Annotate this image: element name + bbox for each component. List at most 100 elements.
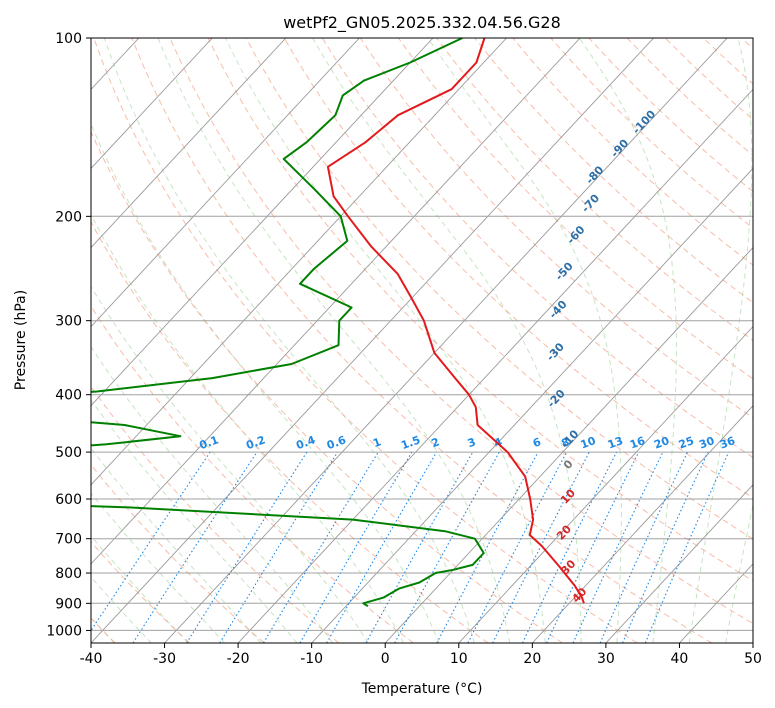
- moist-adiabat-line: [578, 38, 677, 643]
- mixing-ratio-label: 25: [677, 434, 696, 451]
- mixing-ratio-label: 2: [430, 435, 442, 450]
- moist-adiabat-line: [157, 38, 511, 643]
- mixing-ratio-line: [521, 451, 618, 643]
- dry-adiabat-line: [93, 38, 638, 643]
- y-tick-label: 200: [55, 209, 82, 225]
- mixing-ratio-label: 30: [697, 434, 716, 452]
- isotherm-line: [458, 325, 753, 643]
- adiabat-value-label: -100: [630, 107, 659, 136]
- mixing-ratio-line: [186, 451, 308, 643]
- mixing-ratio-label: 8: [560, 435, 572, 450]
- mixing-ratio-line: [263, 451, 379, 643]
- adiabat-value-label: 20: [554, 522, 574, 542]
- mixing-ratio-label: 3: [466, 435, 478, 450]
- mixing-ratio-label: 6: [531, 435, 543, 450]
- adiabat-value-label: -80: [583, 163, 606, 187]
- adiabat-value-label: 30: [558, 557, 578, 577]
- moist-adiabat-line: [103, 38, 475, 643]
- x-tick-label: -20: [227, 651, 250, 667]
- dry-adiabat-line: [474, 38, 753, 304]
- dry-adiabat-line: [169, 38, 753, 625]
- isotherm-line: [237, 88, 753, 643]
- dry-adiabat-line: [131, 38, 713, 643]
- plot-frame: [90, 37, 754, 644]
- isotherm-line: [752, 642, 753, 643]
- isotherm-line: [0, 38, 65, 643]
- moist-adiabat-line: [91, 576, 152, 643]
- isotherm-line: [91, 38, 581, 565]
- mixing-ratio-line: [622, 451, 709, 643]
- y-tick-label: 500: [55, 445, 82, 461]
- mixing-ratio-line: [599, 451, 688, 643]
- mixing-ratio-label: 0.4: [294, 433, 317, 452]
- adiabat-value-label: -10: [558, 427, 581, 451]
- dry-adiabat-line: [321, 38, 753, 459]
- mixing-ratio-label: 36: [718, 434, 737, 452]
- mixing-ratio-label: 13: [606, 434, 625, 451]
- temperature-profile-line: [326, 38, 585, 604]
- moist-adiabat-line: [725, 502, 753, 643]
- y-tick-label: 1000: [46, 623, 82, 639]
- isotherm-line: [384, 246, 753, 643]
- x-tick-label: -40: [80, 651, 103, 667]
- mixing-ratio-line: [394, 451, 500, 643]
- mixing-ratio-label: 20: [652, 434, 671, 452]
- moist-adiabat-line: [91, 492, 225, 643]
- mixing-ratio-label: 0.2: [244, 433, 267, 452]
- adiabat-value-label: 10: [558, 486, 578, 506]
- moist-adiabat-line: [0, 38, 77, 643]
- isotherm-line: [164, 38, 728, 643]
- mixing-ratio-line: [436, 451, 539, 643]
- y-tick-label: 100: [55, 31, 82, 47]
- dry-adiabat-line: [91, 540, 191, 643]
- isotherm-line: [531, 405, 753, 643]
- y-tick-label: 300: [55, 314, 82, 330]
- adiabat-value-label: -30: [544, 340, 567, 364]
- isotherm-line: [605, 484, 753, 643]
- dewpoint-profile-line: [91, 38, 485, 608]
- moist-adiabat-line: [91, 122, 440, 643]
- x-tick-label: 10: [450, 651, 468, 667]
- isotherm-line: [91, 38, 287, 249]
- y-tick-label: 600: [55, 492, 82, 508]
- x-tick-label: -30: [153, 651, 176, 667]
- mixing-ratio-line: [492, 451, 590, 643]
- dry-adiabat-line: [398, 38, 753, 380]
- y-axis-label: Pressure (hPa): [13, 290, 29, 390]
- dry-adiabat-line: [91, 385, 340, 643]
- dry-adiabat-line: [207, 38, 753, 582]
- dry-adiabat-line: [664, 38, 753, 121]
- adiabat-value-label: -60: [565, 223, 588, 247]
- mixing-ratio-line: [132, 451, 258, 643]
- mixing-ratio-label: 1: [371, 435, 383, 450]
- mixing-ratio-label: 0.6: [325, 433, 348, 452]
- moist-adiabat-line: [91, 285, 369, 643]
- isotherm-line: [91, 38, 360, 328]
- mixing-ratio-label: 16: [628, 434, 647, 452]
- moist-adiabat-line: [91, 447, 262, 643]
- dry-adiabat-line: [245, 38, 753, 540]
- isotherm-line: [91, 38, 213, 170]
- mixing-ratio-line: [299, 451, 413, 643]
- moist-adiabat-line: [91, 535, 189, 643]
- moist-adiabat-line: [427, 38, 622, 643]
- dry-adiabat-line: [436, 38, 753, 341]
- mixing-ratio-label: 10: [579, 434, 598, 452]
- x-tick-label: 30: [597, 651, 615, 667]
- isotherm-line: [91, 38, 434, 407]
- isotherm-line: [311, 167, 753, 643]
- dry-adiabat-line: [702, 38, 753, 85]
- moist-adiabat-line: [688, 38, 753, 643]
- mixing-ratio-label: 0.1: [198, 433, 221, 452]
- y-tick-label: 400: [55, 388, 82, 404]
- x-tick-label: 0: [381, 651, 390, 667]
- dry-adiabat-line: [91, 130, 563, 643]
- mixing-ratio-label: 1.5: [399, 433, 422, 452]
- mixing-ratio-line: [219, 451, 339, 643]
- y-tick-label: 700: [55, 532, 82, 548]
- adiabat-value-label: -90: [608, 136, 631, 160]
- y-tick-label: 800: [55, 566, 82, 582]
- x-axis-label: Temperature (°C): [361, 681, 483, 697]
- isotherm-line: [91, 38, 507, 486]
